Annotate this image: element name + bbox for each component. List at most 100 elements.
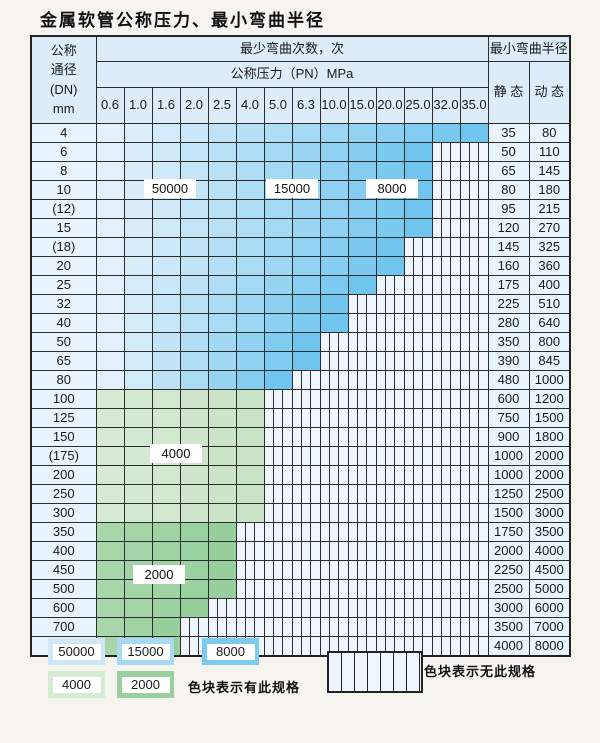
no-spec-cell: [375, 293, 405, 314]
spec-cell: [235, 464, 265, 485]
spec-cell: [123, 426, 153, 447]
spec-cell: [235, 407, 265, 428]
no-spec-cell: [291, 502, 321, 523]
spec-cell: [207, 198, 237, 219]
no-spec-cell: [207, 616, 237, 637]
spec-cell: [95, 597, 125, 618]
header-row-3: 0.6 1.0 1.6 2.0 2.5 4.0 5.0 6.3 10.0 15.0 20.0 25.0…: [31, 86, 570, 124]
spec-cell: [375, 217, 405, 238]
spec-cell: [319, 236, 349, 257]
spec-cell: [151, 293, 181, 314]
spec-cell: [347, 160, 377, 181]
static-cell: 65: [487, 160, 530, 181]
no-spec-cell: [319, 559, 349, 580]
dn-cell: 25: [30, 274, 97, 295]
no-spec-cell: [291, 635, 321, 656]
no-spec-cell: [431, 597, 461, 618]
no-spec-cell: [431, 483, 461, 504]
spec-cell: [347, 122, 377, 143]
static-cell: 1750: [487, 521, 530, 542]
dn-cell: 40: [30, 312, 97, 333]
table-row: (175) 1000 2000: [30, 445, 571, 466]
no-spec-cell: [459, 236, 489, 257]
dynamic-cell: 640: [528, 312, 571, 333]
static-cell: 95: [487, 198, 530, 219]
pressure-col-label: 1.0: [123, 86, 153, 124]
no-spec-cell: [403, 388, 433, 409]
spec-cell: [123, 502, 153, 523]
region-label-50000: 50000: [144, 179, 196, 198]
dn-cell: (12): [30, 198, 97, 219]
no-spec-cell: [375, 312, 405, 333]
spec-cell: [151, 388, 181, 409]
no-spec-cell: [431, 578, 461, 599]
no-spec-cell: [403, 635, 433, 656]
spec-cell: [319, 274, 349, 295]
spec-cell: [347, 274, 377, 295]
spec-cell: [403, 160, 433, 181]
legend-no-spec-swatch: [327, 651, 423, 693]
dn-cell: 600: [30, 597, 97, 618]
spec-cell: [207, 407, 237, 428]
spec-cell: [179, 597, 209, 618]
spec-cell: [179, 198, 209, 219]
spec-cell: [375, 122, 405, 143]
static-cell: 600: [487, 388, 530, 409]
no-spec-cell: [291, 559, 321, 580]
no-spec-cell: [263, 559, 293, 580]
dn-cell: 8: [30, 160, 97, 181]
spec-cell: [207, 331, 237, 352]
no-spec-cell: [403, 464, 433, 485]
no-spec-cell: [319, 369, 349, 390]
dn-cell: 65: [30, 350, 97, 371]
spec-cell: [375, 236, 405, 257]
spec-cell: [151, 255, 181, 276]
spec-cell: [123, 540, 153, 561]
spec-cell: [151, 483, 181, 504]
dn-cell: 300: [30, 502, 97, 523]
spec-cell: [95, 122, 125, 143]
no-spec-cell: [347, 559, 377, 580]
spec-cell: [207, 141, 237, 162]
header-dn-line: mm: [52, 101, 75, 117]
dynamic-cell: 400: [528, 274, 571, 295]
region-label-2000: 2000: [133, 565, 185, 584]
no-spec-cell: [403, 616, 433, 637]
spec-cell: [207, 350, 237, 371]
no-spec-cell: [403, 502, 433, 523]
spec-cell: [263, 293, 293, 314]
no-spec-cell: [403, 540, 433, 561]
legend-swatch-4000: 4000: [48, 671, 105, 698]
no-spec-cell: [375, 578, 405, 599]
spec-cell: [123, 141, 153, 162]
table-row: (18) 145 325: [30, 236, 571, 257]
no-spec-cell: [375, 274, 405, 295]
dn-cell: (175): [30, 445, 97, 466]
static-cell: 280: [487, 312, 530, 333]
spec-cell: [319, 141, 349, 162]
dynamic-cell: 3000: [528, 502, 571, 523]
spec-cell: [235, 369, 265, 390]
no-spec-cell: [319, 464, 349, 485]
spec-cell: [291, 122, 321, 143]
dn-cell: 700: [30, 616, 97, 637]
static-cell: 2250: [487, 559, 530, 580]
no-spec-cell: [459, 483, 489, 504]
spec-cell: [263, 312, 293, 333]
no-spec-cell: [459, 559, 489, 580]
static-cell: 35: [487, 122, 530, 143]
spec-cell: [347, 255, 377, 276]
spec-cell: [319, 122, 349, 143]
dn-cell: 32: [30, 293, 97, 314]
dynamic-cell: 800: [528, 331, 571, 352]
spec-cell: [123, 388, 153, 409]
spec-cell: [347, 198, 377, 219]
spec-cell: [179, 160, 209, 181]
dynamic-cell: 5000: [528, 578, 571, 599]
no-spec-cell: [263, 426, 293, 447]
no-spec-cell: [459, 160, 489, 181]
no-spec-cell: [375, 483, 405, 504]
dynamic-cell: 1200: [528, 388, 571, 409]
spec-cell: [235, 483, 265, 504]
no-spec-cell: [375, 369, 405, 390]
